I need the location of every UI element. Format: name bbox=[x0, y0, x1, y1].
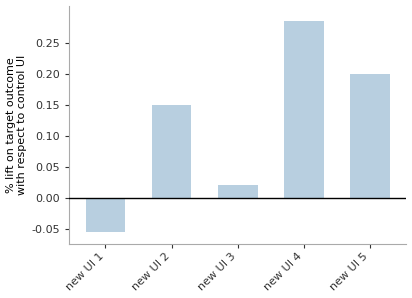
Y-axis label: % lift on target outcome
with respect to control UI: % lift on target outcome with respect to… bbox=[5, 55, 27, 195]
Bar bbox=[152, 105, 192, 198]
Bar bbox=[218, 185, 258, 198]
Bar bbox=[284, 21, 324, 198]
Bar bbox=[350, 74, 390, 198]
Bar bbox=[86, 198, 125, 232]
